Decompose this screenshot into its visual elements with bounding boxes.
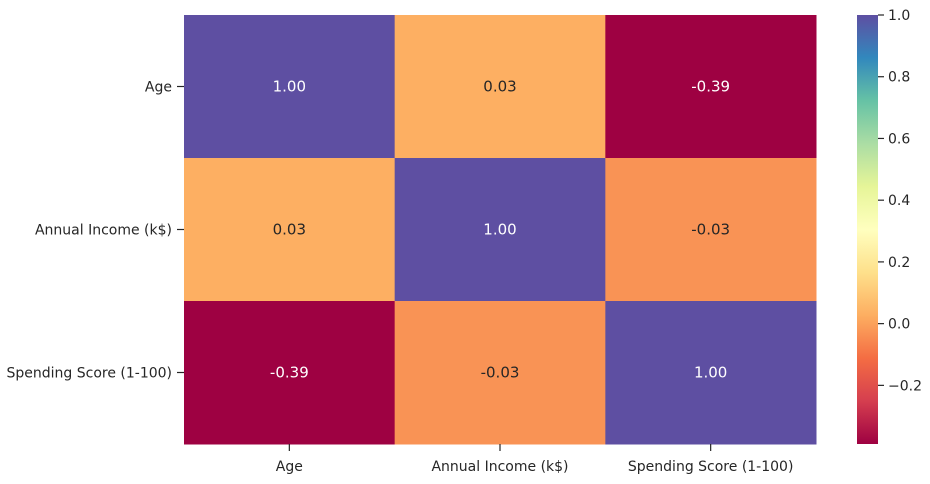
heatmap-cell-1-0 [184, 158, 396, 302]
heatmap-cell-1-1 [394, 158, 606, 302]
cell-annotation-2-2: 1.00 [694, 364, 727, 382]
cell-annotation-0-2: -0.39 [691, 78, 730, 96]
heatmap-cell-0-2 [605, 15, 817, 159]
colorbar-tick-label: 0.2 [888, 255, 910, 271]
colorbar-tick-label: 0.0 [888, 317, 910, 333]
heatmap-cell-2-1 [394, 301, 606, 445]
heatmap-cell-2-0 [184, 301, 396, 445]
heatmap-cells [184, 15, 817, 445]
colorbar-tick-label: 0.4 [888, 193, 910, 209]
cell-annotation-0-1: 0.03 [483, 78, 516, 96]
y-tick-label: Age [145, 80, 172, 96]
cell-annotation-2-1: -0.03 [481, 364, 520, 382]
colorbar-gradient [857, 15, 878, 444]
colorbar-tick-label: 0.8 [888, 70, 910, 86]
colorbar: 1.0 0.8 0.6 0.4 0.2 0.0 −0.2 [857, 8, 922, 444]
cell-annotation-1-1: 1.00 [483, 221, 516, 239]
y-axis-ticks: Age Annual Income (k$) Spending Score (1-1… [6, 80, 184, 382]
heatmap-cell-1-2 [605, 158, 817, 302]
x-axis-ticks: Age Annual Income (k$) Spending Score (1-1… [276, 444, 794, 475]
colorbar-tick-label: 0.6 [888, 131, 910, 147]
heatmap-cell-0-0 [184, 15, 396, 159]
cell-annotation-2-0: -0.39 [270, 364, 309, 382]
y-tick-label: Annual Income (k$) [35, 223, 172, 239]
x-tick-label: Annual Income (k$) [431, 459, 568, 475]
x-tick-label: Age [276, 459, 303, 475]
x-tick-label: Spending Score (1-100) [628, 459, 794, 475]
colorbar-tick-label: 1.0 [888, 8, 910, 24]
heatmap-cell-2-2 [605, 301, 817, 445]
cell-annotation-1-2: -0.03 [691, 221, 730, 239]
heatmap-cell-0-1 [394, 15, 606, 159]
cell-annotation-0-0: 1.00 [273, 78, 306, 96]
colorbar-tick-label: −0.2 [888, 378, 922, 394]
y-tick-label: Spending Score (1-100) [6, 366, 172, 382]
heatmap-annotations: 1.00 0.03 -0.39 0.03 1.00 -0.03 -0.39 -0.03 1.00 [270, 78, 730, 382]
cell-annotation-1-0: 0.03 [273, 221, 306, 239]
